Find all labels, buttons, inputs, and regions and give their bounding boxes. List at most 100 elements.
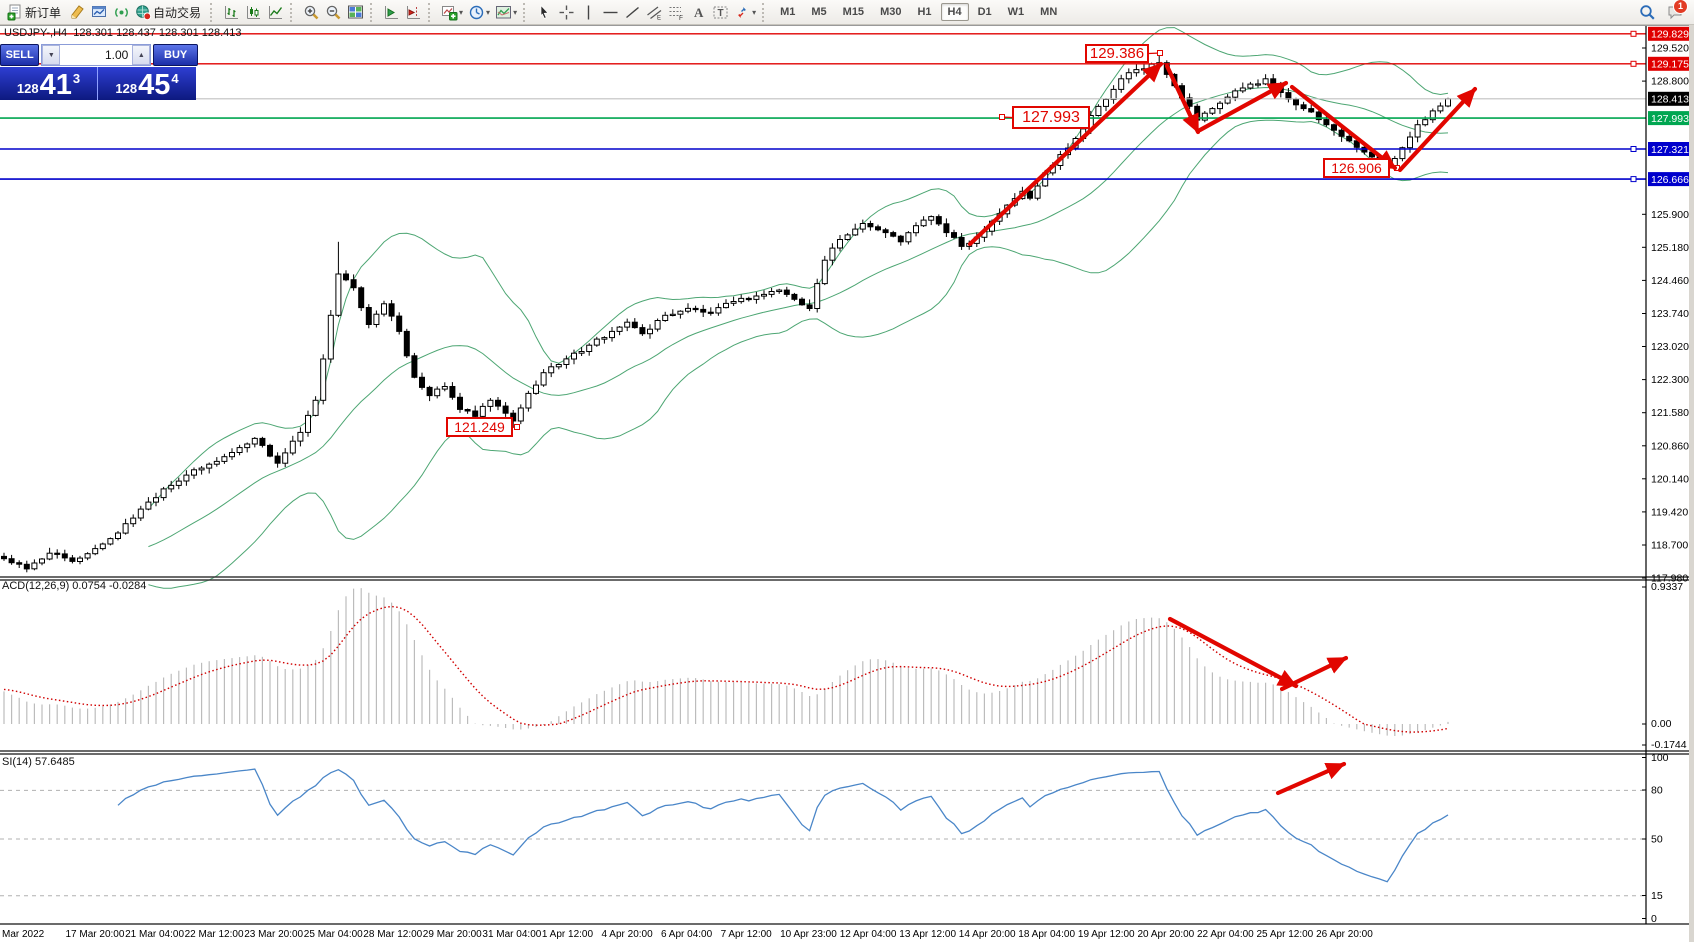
- arrows-button[interactable]: ▾: [731, 2, 758, 23]
- market-watch-icon: [90, 4, 108, 21]
- candle-body: [707, 311, 714, 314]
- candle-body: [1110, 88, 1117, 100]
- trend-arrow[interactable]: [1279, 655, 1349, 692]
- candle-body: [1270, 78, 1277, 86]
- candle-body: [244, 443, 251, 449]
- zoom-out-button[interactable]: [322, 2, 344, 23]
- autotrading-icon: [134, 4, 152, 21]
- vertical-line-button[interactable]: [577, 2, 599, 23]
- candle-body: [191, 469, 197, 476]
- market-watch-button[interactable]: [88, 2, 110, 23]
- text-label-button[interactable]: T: [709, 2, 731, 23]
- time-axis-label: 29 Mar 20:00: [423, 929, 482, 940]
- candle-body: [555, 364, 562, 368]
- trend-arrow[interactable]: [1164, 63, 1201, 135]
- timeframe-w1-button[interactable]: W1: [1007, 6, 1025, 18]
- timeframe-h4-button[interactable]: H4: [940, 3, 969, 21]
- arrows-caret[interactable]: ▾: [752, 7, 757, 17]
- trend-arrow[interactable]: [1397, 86, 1478, 173]
- timeframe-h1-button[interactable]: H1: [917, 6, 932, 18]
- candle-body: [39, 558, 45, 564]
- annotation-anchor-handle[interactable]: [999, 114, 1005, 120]
- candle-body: [631, 321, 638, 329]
- candle-body: [1262, 78, 1269, 85]
- chart-line-button[interactable]: [264, 2, 286, 23]
- annotation-anchor-handle[interactable]: [514, 424, 520, 430]
- candle-body: [221, 456, 228, 462]
- trend-arrow[interactable]: [1289, 84, 1398, 171]
- autotrading-label: 自动交易: [153, 5, 202, 20]
- buy-price[interactable]: 128 45 4: [98, 67, 196, 100]
- candle-body: [890, 232, 897, 237]
- trend-line-button[interactable]: [621, 2, 643, 23]
- volume-decrease-button[interactable]: ▼: [42, 45, 61, 65]
- chart-symbol-ohlc: USDJPY-,H4 128.301 128.437 128.301 128.4…: [4, 27, 242, 39]
- chart-shift-button[interactable]: [402, 2, 424, 23]
- horizontal-line-button[interactable]: [599, 2, 621, 23]
- trend-arrow[interactable]: [1275, 761, 1347, 796]
- time-axis-label: 22 Mar 12:00: [185, 929, 244, 940]
- templates-button[interactable]: ▾: [492, 2, 519, 23]
- candle-body: [1445, 98, 1451, 107]
- price-annotation-label[interactable]: 127.993: [1012, 106, 1090, 129]
- hline-handle[interactable]: [1630, 30, 1637, 37]
- hline-handle[interactable]: [1630, 176, 1637, 183]
- auto-scroll-icon: [382, 4, 400, 21]
- search-icon[interactable]: [1638, 4, 1656, 21]
- price-annotation-label[interactable]: 126.906: [1323, 158, 1390, 178]
- notifications-icon[interactable]: 1: [1666, 0, 1688, 21]
- price-annotation-label[interactable]: 121.249: [446, 417, 513, 437]
- timeframe-m1-button[interactable]: M1: [780, 6, 796, 18]
- navigator-button[interactable]: [110, 2, 132, 23]
- timeframe-d1-button[interactable]: D1: [977, 6, 992, 18]
- chart-candles-button[interactable]: [242, 2, 264, 23]
- candle-body: [358, 287, 365, 309]
- candle-body: [145, 501, 152, 510]
- buy-button[interactable]: BUY: [153, 44, 198, 66]
- crosshair-button[interactable]: [555, 2, 577, 23]
- sell-button[interactable]: SELL: [0, 44, 40, 66]
- price-tick-label: 121.580: [1651, 407, 1689, 419]
- add-indicator-button[interactable]: ▾: [438, 2, 465, 23]
- autotrading-button[interactable]: 自动交易: [132, 2, 206, 23]
- volume-value[interactable]: 1.00: [104, 48, 129, 62]
- annotation-anchor-handle[interactable]: [1157, 50, 1163, 56]
- chart-bars-button[interactable]: [220, 2, 242, 23]
- auto-scroll-button[interactable]: [380, 2, 402, 23]
- trend-arrow[interactable]: [1197, 80, 1289, 133]
- candle-body: [1399, 147, 1406, 160]
- tile-windows-button[interactable]: [344, 2, 366, 23]
- cursor-button[interactable]: [533, 2, 555, 23]
- periods-button[interactable]: ▾: [465, 2, 492, 23]
- timeframe-mn-button[interactable]: MN: [1040, 6, 1058, 18]
- add-indicator-caret[interactable]: ▾: [459, 7, 464, 17]
- hline-handle[interactable]: [1630, 146, 1637, 152]
- templates-caret[interactable]: ▾: [513, 7, 518, 17]
- fibonacci-button[interactable]: F: [665, 2, 687, 23]
- bollinger-upper-band: [148, 27, 1449, 509]
- timeframe-m15-button[interactable]: M15: [842, 6, 865, 18]
- buy-price-big-figure: 128: [115, 81, 138, 96]
- hline-handle[interactable]: [1630, 60, 1637, 67]
- sell-price[interactable]: 128 41 3: [0, 67, 98, 100]
- text-button[interactable]: A: [687, 2, 709, 23]
- periods-caret[interactable]: ▾: [486, 7, 491, 17]
- price-annotation-label[interactable]: 129.386: [1085, 44, 1149, 63]
- price-badge-label: 129.829: [1651, 29, 1689, 41]
- timeframe-m30-button[interactable]: M30: [880, 6, 902, 18]
- svg-text:F: F: [679, 15, 683, 21]
- volume-increase-button[interactable]: ▲: [132, 45, 151, 65]
- toolbar-separator: [523, 2, 529, 22]
- trend-arrow[interactable]: [1167, 616, 1299, 689]
- toolbar-separator: [762, 2, 768, 22]
- timeframe-m5-button[interactable]: M5: [811, 6, 827, 18]
- new-order-button[interactable]: 新订单: [4, 2, 66, 23]
- rsi-axis-label: 15: [1651, 890, 1663, 902]
- navigator-icon: [112, 4, 130, 21]
- candle-body: [312, 399, 319, 416]
- history-center-button[interactable]: [66, 2, 88, 23]
- zoom-in-button[interactable]: [300, 2, 322, 23]
- trend-arrow[interactable]: [967, 61, 1164, 247]
- equidistant-channel-button[interactable]: E: [643, 2, 665, 23]
